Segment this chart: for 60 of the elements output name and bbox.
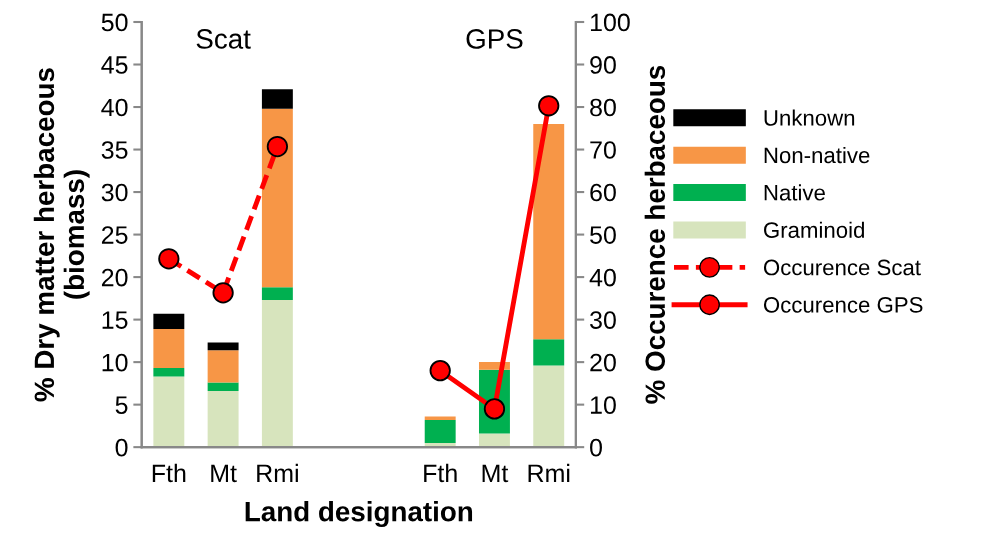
y2-tick-label: 90 [590, 56, 616, 74]
y2-tick-label: 70 [590, 141, 616, 159]
legend-label: Native [764, 184, 825, 201]
bar [424, 419, 456, 443]
x-tick-label: Rmi [528, 463, 570, 482]
bar [533, 124, 565, 340]
legend-label: Occurence GPS [763, 297, 923, 313]
y2-tick-label: 60 [590, 183, 616, 202]
y2-tick-label: 40 [589, 268, 616, 287]
y-axis-title: % Dry matter herbaceous (biomass) [33, 68, 90, 402]
legend-label: Unknown [764, 109, 855, 126]
bar [153, 376, 185, 448]
x-tick-label: Mt [211, 464, 237, 483]
bar [261, 287, 293, 301]
legend-label: Occurence Scat [763, 259, 921, 276]
x-tick-label: Mt [482, 464, 509, 483]
y-tick-label: 5 [115, 396, 128, 414]
bar [261, 89, 293, 109]
y2-tick-label: 10 [590, 396, 616, 414]
y2-tick-label: 100 [590, 13, 630, 32]
bar [261, 108, 293, 288]
y2-tick-label: 50 [590, 226, 616, 244]
annotation: Scat [196, 29, 251, 49]
bar [153, 368, 185, 377]
legend-label: Non-native [764, 146, 870, 164]
bar [207, 391, 239, 448]
y-tick-label: 30 [101, 183, 128, 202]
y2-tick-label: 20 [590, 353, 616, 372]
bar [153, 328, 185, 369]
y2-axis-title: % Occurence herbaceous [644, 65, 666, 404]
y-tick-label: 50 [101, 13, 128, 32]
bar [207, 350, 239, 383]
point [212, 282, 234, 304]
bar [533, 365, 565, 448]
point [158, 248, 180, 270]
bar [153, 313, 185, 329]
bar [533, 339, 565, 366]
y2-tick-label: 0 [590, 438, 602, 457]
y-tick-label: 0 [115, 438, 128, 457]
x-tick-label: Fth [424, 463, 457, 483]
point [538, 95, 560, 117]
y-tick-label: 45 [101, 56, 128, 74]
bar [261, 300, 293, 448]
annotation: GPS [466, 29, 523, 49]
y-tick-label: 20 [101, 268, 128, 287]
bar [207, 382, 239, 392]
y2-tick-label: 80 [590, 98, 616, 117]
x-tick-label: Rmi [257, 463, 298, 482]
y-tick-label: 35 [101, 141, 128, 159]
point [266, 135, 289, 158]
bar [207, 342, 239, 351]
x-tick-label: Fth [152, 463, 186, 483]
y2-tick-label: 30 [590, 311, 616, 329]
y-tick-label: 25 [101, 226, 128, 244]
y-tick-label: 15 [102, 311, 128, 329]
point [429, 359, 451, 382]
x-axis-title: Land designation [245, 501, 473, 528]
legend-label: Graminoid [764, 221, 864, 238]
y-tick-label: 40 [101, 98, 128, 117]
y-tick-label: 10 [102, 353, 128, 372]
